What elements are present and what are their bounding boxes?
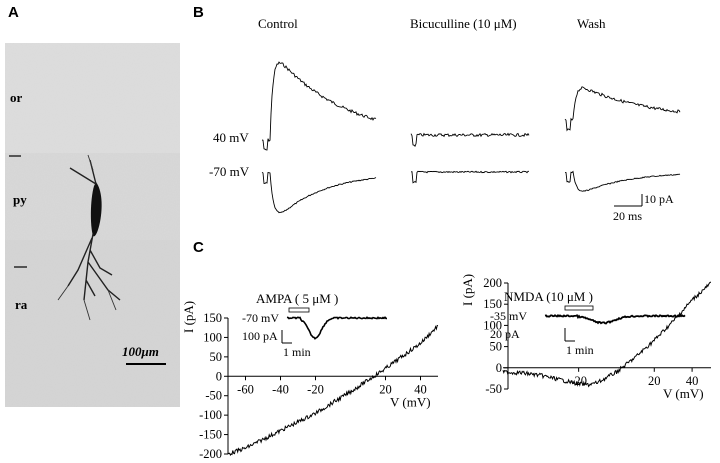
y-tick-label: 100 <box>483 318 502 332</box>
holding-minus70mv: -70 mV <box>209 164 250 179</box>
y-axis-title: I (pA) <box>460 274 475 306</box>
layer-radiatum: ra <box>15 297 28 312</box>
trace-wash-minus70mv <box>565 170 681 192</box>
trace-wash-40mv <box>564 86 681 132</box>
inset-current-scale: 20 pA <box>490 327 520 341</box>
y-tick-label: 50 <box>490 340 503 354</box>
inset-holding-label: -35 mV <box>490 309 527 323</box>
iv-plot-ampa: -200 -150 -100 -50 0 50 100 150 -60 -40 -20 20 40V (… <box>181 291 439 461</box>
inset-application-bar <box>288 307 310 313</box>
y-tick-label: 150 <box>483 297 502 311</box>
scale-current-label: 10 pA <box>644 192 674 206</box>
inset-trace <box>544 313 686 325</box>
y-tick-label: 0 <box>496 361 502 375</box>
inset-agent-label: AMPA ( 5 μM ) <box>256 291 338 306</box>
y-tick-label: 50 <box>210 350 223 364</box>
micrograph: or py ra 100μm <box>5 43 180 407</box>
y-tick-label: -200 <box>199 447 222 461</box>
condition-wash: Wash <box>577 16 606 31</box>
trace-bicuculline-minus70mv <box>410 170 529 184</box>
x-tick-label: -60 <box>237 382 254 396</box>
y-axis-title: I (pA) <box>181 301 196 333</box>
inset-trace <box>286 316 387 340</box>
inset-time-scale: 1 min <box>283 345 311 359</box>
y-tick-label: 100 <box>203 330 222 344</box>
trace-control-minus70mv <box>261 171 377 214</box>
trace-control-40mv <box>261 61 377 151</box>
scale-bar-label: 100μm <box>122 344 159 359</box>
x-tick-label: 20 <box>648 374 661 388</box>
y-tick-label: 200 <box>483 276 502 290</box>
x-axis-title: V (mV) <box>390 394 431 409</box>
condition-control: Control <box>258 16 298 31</box>
inset-agent-label: NMDA (10 μM ) <box>504 289 593 304</box>
trace-bicuculline-40mv <box>410 132 530 147</box>
panel-label-c: C <box>193 239 204 256</box>
y-tick-label: -100 <box>199 408 222 422</box>
inset-time-scale: 1 min <box>566 343 594 357</box>
layer-oriens: or <box>10 90 23 105</box>
holding-40mv: 40 mV <box>213 130 249 145</box>
panel-label-a: A <box>8 4 19 21</box>
neuron-soma <box>90 182 102 237</box>
y-tick-label: -50 <box>205 389 222 403</box>
x-tick-label: -40 <box>272 382 289 396</box>
inset-current-scale: 100 pA <box>242 329 278 343</box>
iv-trace <box>227 324 439 456</box>
current-traces <box>261 61 681 214</box>
y-tick-label: 0 <box>216 369 222 383</box>
y-tick-label: -150 <box>199 428 222 442</box>
panel-label-b: B <box>193 4 204 21</box>
layer-pyramidale: py <box>13 192 27 207</box>
x-tick-label: 40 <box>414 382 427 396</box>
x-tick-label: 40 <box>686 374 699 388</box>
condition-bicuculline: Bicuculline (10 μM) <box>410 16 517 31</box>
inset-holding-label: -70 mV <box>242 311 279 325</box>
x-tick-label: -20 <box>307 382 324 396</box>
y-tick-label: 150 <box>203 311 222 325</box>
inset-application-bar <box>564 305 594 311</box>
x-axis-title: V (mV) <box>663 386 704 401</box>
x-tick-label: 20 <box>379 382 392 396</box>
y-tick-label: -50 <box>485 382 502 396</box>
scale-time-label: 20 ms <box>613 209 642 223</box>
